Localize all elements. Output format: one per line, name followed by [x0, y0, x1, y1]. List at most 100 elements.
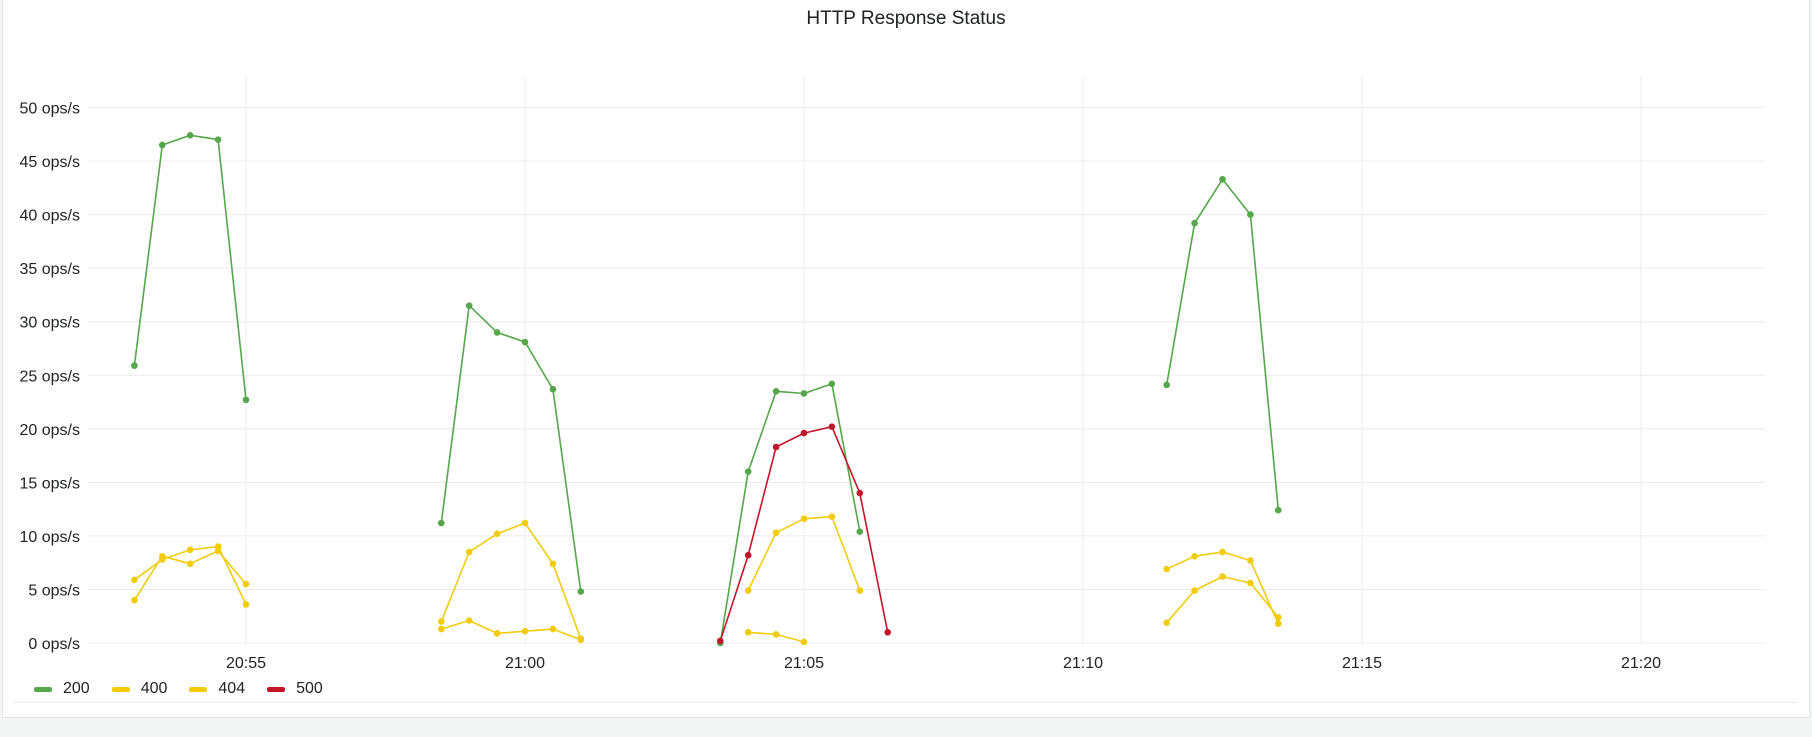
- data-point-500[interactable]: [800, 429, 808, 437]
- data-point-400[interactable]: [1219, 548, 1226, 556]
- series-line-200: [440, 304, 582, 592]
- data-point-500[interactable]: [744, 551, 752, 559]
- data-point-400[interactable]: [828, 513, 836, 520]
- data-point-404[interactable]: [493, 630, 501, 637]
- data-point-404[interactable]: [242, 580, 250, 588]
- data-point-200[interactable]: [242, 396, 250, 404]
- data-point-400[interactable]: [242, 601, 250, 608]
- series-line-404: [133, 550, 247, 601]
- legend-swatch: [189, 686, 208, 692]
- data-point-200[interactable]: [1247, 211, 1254, 218]
- data-point-200[interactable]: [549, 385, 557, 393]
- y-tick-label: 5 ops/s: [28, 582, 80, 599]
- data-point-400[interactable]: [186, 546, 194, 554]
- data-point-400[interactable]: [1247, 557, 1254, 564]
- data-point-400[interactable]: [493, 530, 501, 538]
- data-point-200[interactable]: [577, 588, 585, 595]
- data-point-400[interactable]: [521, 519, 529, 527]
- data-point-400[interactable]: [800, 515, 808, 523]
- series-line-404: [441, 619, 582, 641]
- data-point-404[interactable]: [1219, 573, 1226, 580]
- data-point-404[interactable]: [438, 625, 445, 633]
- data-point-400[interactable]: [465, 548, 473, 556]
- series-line-400: [133, 545, 247, 605]
- data-point-500[interactable]: [856, 489, 864, 497]
- data-point-404[interactable]: [1163, 619, 1170, 626]
- legend-item-500[interactable]: 500: [267, 680, 323, 698]
- legend-divider: [14, 702, 1798, 703]
- data-point-400[interactable]: [1191, 552, 1198, 560]
- data-point-500[interactable]: [828, 423, 836, 430]
- data-point-200[interactable]: [1191, 219, 1198, 227]
- legend-swatch: [34, 686, 52, 692]
- data-point-404[interactable]: [577, 636, 585, 644]
- data-point-200[interactable]: [493, 329, 501, 336]
- series-line-200: [1165, 178, 1280, 511]
- data-point-500[interactable]: [772, 443, 780, 451]
- y-tick-label: 35 ops/s: [20, 261, 80, 278]
- x-tick-label: 21:20: [1621, 655, 1661, 672]
- legend-item-404[interactable]: 404: [189, 680, 245, 698]
- data-point-400[interactable]: [1163, 565, 1170, 573]
- data-point-400[interactable]: [549, 560, 557, 568]
- data-point-200[interactable]: [1163, 381, 1170, 389]
- data-point-404[interactable]: [1191, 587, 1198, 594]
- x-tick-label: 21:00: [505, 655, 545, 672]
- y-tick-label: 40 ops/s: [20, 208, 80, 225]
- data-point-400[interactable]: [856, 587, 864, 594]
- data-point-200[interactable]: [800, 390, 808, 397]
- x-tick-label: 21:10: [1063, 655, 1103, 672]
- panel-title: HTTP Response Status: [806, 8, 1006, 29]
- data-point-200[interactable]: [1275, 506, 1282, 514]
- legend-item-400[interactable]: 400: [111, 680, 167, 698]
- data-point-200[interactable]: [159, 141, 166, 149]
- data-point-404[interactable]: [549, 625, 557, 633]
- series-line-200: [133, 134, 247, 400]
- series-line-400: [440, 522, 582, 639]
- y-tick-label: 45 ops/s: [20, 154, 80, 171]
- x-tick-label: 20:55: [226, 655, 266, 672]
- data-point-200[interactable]: [1219, 175, 1226, 183]
- y-tick-label: 10 ops/s: [20, 529, 80, 546]
- chart-legend: 200 400 404 500: [34, 680, 345, 698]
- data-point-500[interactable]: [884, 628, 891, 636]
- y-tick-label: 20 ops/s: [20, 422, 80, 439]
- data-point-200[interactable]: [744, 468, 752, 475]
- x-tick-label: 21:05: [784, 655, 824, 672]
- data-point-404[interactable]: [159, 552, 166, 560]
- y-tick-label: 25 ops/s: [20, 368, 80, 385]
- legend-swatch: [267, 686, 286, 692]
- data-point-404[interactable]: [465, 617, 473, 624]
- data-point-404[interactable]: [744, 628, 752, 636]
- data-point-200[interactable]: [828, 380, 836, 388]
- data-point-404[interactable]: [800, 638, 808, 646]
- data-point-400[interactable]: [438, 618, 445, 625]
- data-point-200[interactable]: [465, 302, 473, 309]
- legend-item-200[interactable]: 200: [34, 680, 90, 698]
- data-point-500[interactable]: [717, 637, 724, 645]
- data-point-400[interactable]: [1275, 620, 1282, 628]
- data-point-404[interactable]: [1247, 579, 1254, 587]
- data-point-200[interactable]: [214, 136, 222, 143]
- series-line-200: [719, 382, 861, 644]
- data-point-404[interactable]: [521, 627, 529, 635]
- data-point-404[interactable]: [131, 596, 138, 604]
- data-point-404[interactable]: [1275, 613, 1282, 621]
- data-point-200[interactable]: [521, 338, 529, 346]
- series-line-404: [1166, 575, 1279, 624]
- data-point-404[interactable]: [186, 560, 194, 568]
- data-point-400[interactable]: [131, 576, 138, 584]
- data-point-400[interactable]: [772, 529, 780, 536]
- data-point-404[interactable]: [214, 547, 222, 555]
- series-line-400: [1166, 551, 1280, 625]
- data-point-200[interactable]: [438, 519, 445, 527]
- data-point-200[interactable]: [856, 528, 864, 535]
- chart-panel: HTTP Response Status: [2, 0, 1810, 718]
- data-point-200[interactable]: [772, 388, 780, 395]
- y-tick-label: 0 ops/s: [28, 636, 80, 653]
- data-point-404[interactable]: [772, 631, 780, 638]
- data-point-200[interactable]: [186, 132, 194, 139]
- data-point-200[interactable]: [131, 362, 138, 369]
- data-point-400[interactable]: [744, 587, 752, 594]
